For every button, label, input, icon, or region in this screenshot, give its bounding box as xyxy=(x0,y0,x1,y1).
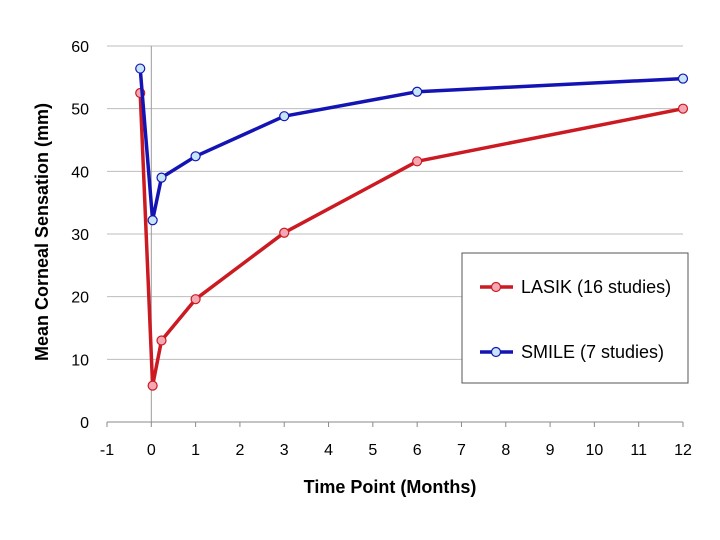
x-tick-label: 9 xyxy=(546,442,555,459)
x-tick-labels: -1 0 1 2 3 4 5 6 7 8 9 10 11 12 xyxy=(100,442,692,459)
y-tick-label: 30 xyxy=(71,227,89,244)
data-point-smile xyxy=(677,73,689,84)
data-point-lasik xyxy=(677,103,689,114)
x-tick-label: 8 xyxy=(501,442,510,459)
y-tick-label: 60 xyxy=(71,39,89,56)
y-tick-label: 40 xyxy=(71,164,89,181)
x-tick-label: 12 xyxy=(674,442,692,459)
data-point-smile xyxy=(135,63,146,74)
x-tick-label: 7 xyxy=(457,442,466,459)
data-point-lasik xyxy=(279,227,290,238)
y-tick-label: 50 xyxy=(71,102,89,119)
x-tick-label: 10 xyxy=(585,442,603,459)
legend-box xyxy=(461,252,689,384)
y-axis-title: Mean Corneal Sensation (mm) xyxy=(32,103,52,361)
legend-label-smile: SMILE (7 studies) xyxy=(521,342,664,362)
x-tick-label: 2 xyxy=(235,442,244,459)
x-tick-label: 5 xyxy=(368,442,377,459)
x-tick-label: 1 xyxy=(191,442,200,459)
data-point-smile xyxy=(147,215,158,226)
x-tick-label: 11 xyxy=(630,442,647,459)
series-group xyxy=(135,63,689,391)
data-point-lasik xyxy=(190,294,201,305)
data-point-lasik xyxy=(412,156,423,167)
data-point-smile xyxy=(156,172,167,183)
x-axis-title: Time Point (Months) xyxy=(304,477,477,497)
legend-marker-smile xyxy=(490,346,502,358)
legend: LASIK (16 studies) SMILE (7 studies) xyxy=(461,252,689,384)
data-point-lasik xyxy=(156,335,167,346)
axes xyxy=(106,421,684,427)
legend-label-lasik: LASIK (16 studies) xyxy=(521,277,671,297)
series-line-smile xyxy=(138,66,685,222)
legend-marker-lasik xyxy=(490,281,502,293)
x-tick-label: 3 xyxy=(280,442,289,459)
x-tick-label: -1 xyxy=(100,442,114,459)
y-tick-labels: 0 10 20 30 40 50 60 xyxy=(71,39,89,432)
x-tick-label: 4 xyxy=(324,442,333,459)
data-point-smile xyxy=(279,111,290,122)
y-tick-label: 10 xyxy=(71,352,89,369)
data-point-lasik xyxy=(147,380,158,391)
data-point-smile xyxy=(190,151,201,162)
y-tick-label: 20 xyxy=(71,290,89,307)
x-tick-label: 6 xyxy=(413,442,422,459)
x-tick-label: 0 xyxy=(147,442,156,459)
data-point-smile xyxy=(412,86,423,97)
y-tick-label: 0 xyxy=(80,415,89,432)
